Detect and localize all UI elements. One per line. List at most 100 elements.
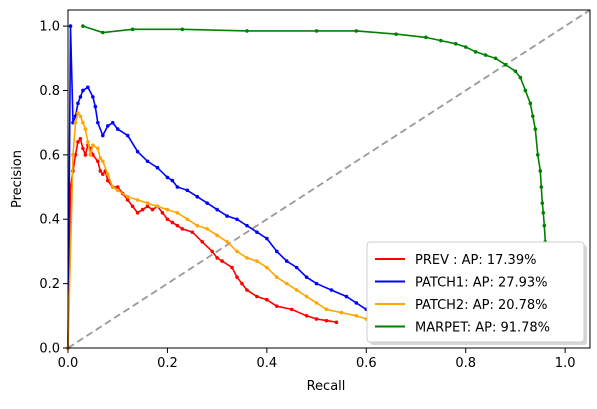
data-point <box>531 114 535 119</box>
data-point <box>115 188 120 193</box>
data-point <box>539 185 544 189</box>
data-point <box>528 101 533 106</box>
data-point <box>324 307 329 312</box>
data-point <box>83 153 88 157</box>
data-point <box>185 217 190 222</box>
data-point <box>101 30 105 35</box>
data-point <box>215 233 219 238</box>
data-point <box>155 165 160 170</box>
data-point <box>304 294 309 299</box>
data-point <box>165 175 170 180</box>
data-point <box>439 38 443 43</box>
data-point <box>354 29 359 33</box>
data-point <box>81 24 85 28</box>
legend-label-3: MARPET: AP: 91.78% <box>415 321 550 336</box>
data-point <box>329 288 334 292</box>
data-point <box>284 281 289 286</box>
data-point <box>424 35 428 40</box>
data-point <box>195 223 200 228</box>
legend-box <box>366 241 585 343</box>
data-point <box>473 50 478 54</box>
data-point <box>294 265 299 270</box>
data-point <box>314 317 319 321</box>
x-tick-label: 0.8 <box>455 356 476 371</box>
data-point <box>93 104 98 109</box>
data-point <box>265 297 269 302</box>
data-point <box>314 281 319 286</box>
data-point <box>294 288 299 292</box>
data-point <box>255 259 259 263</box>
data-point <box>86 140 90 144</box>
data-point <box>175 185 180 189</box>
data-point <box>130 204 135 209</box>
x-tick-label: 0.6 <box>356 356 377 371</box>
data-point <box>275 249 279 254</box>
data-point <box>245 288 249 292</box>
x-axis-label: Recall <box>307 379 346 394</box>
data-point <box>275 304 279 308</box>
data-point <box>180 27 185 32</box>
data-point <box>215 207 219 212</box>
y-tick-label: 0.0 <box>39 342 60 357</box>
data-point <box>195 194 200 199</box>
data-point <box>76 101 80 106</box>
data-point <box>220 259 224 263</box>
data-point <box>314 301 319 305</box>
data-point <box>170 220 175 225</box>
data-point <box>394 32 398 36</box>
data-point <box>304 314 309 318</box>
diagonal-reference-line <box>67 9 591 349</box>
data-point <box>71 120 75 125</box>
data-point <box>503 62 508 67</box>
data-point <box>540 201 545 205</box>
data-point <box>354 301 359 305</box>
data-point <box>110 120 115 125</box>
data-point <box>91 153 95 157</box>
data-point <box>518 75 523 80</box>
data-point <box>140 207 145 212</box>
data-point <box>542 223 547 228</box>
data-point <box>265 265 269 270</box>
data-point <box>135 149 140 154</box>
data-point <box>483 53 488 57</box>
data-point <box>339 310 344 315</box>
series-2 <box>66 111 369 350</box>
data-point <box>76 111 80 115</box>
data-point <box>135 198 140 202</box>
data-point <box>255 230 259 234</box>
data-point <box>135 211 140 215</box>
data-point <box>541 211 546 215</box>
data-point <box>235 217 239 222</box>
data-point <box>255 294 259 299</box>
data-point <box>91 143 95 147</box>
data-point <box>538 169 543 173</box>
data-point <box>101 133 105 138</box>
data-point <box>110 185 115 189</box>
data-point <box>225 214 229 218</box>
data-point <box>150 207 155 212</box>
data-point <box>160 211 165 215</box>
legend-label-2: PATCH2: AP: 20.78% <box>415 298 548 313</box>
data-point <box>240 281 244 286</box>
data-point <box>98 169 103 173</box>
series-line-2 <box>67 111 367 349</box>
x-tick-label: 0.4 <box>257 356 278 371</box>
data-point <box>523 88 528 93</box>
data-point <box>78 95 83 99</box>
plot-frame <box>67 9 591 349</box>
legend-label-1: PATCH1: AP: 27.93% <box>415 276 548 291</box>
data-point <box>130 27 135 32</box>
data-point <box>125 194 130 199</box>
data-point <box>190 230 195 234</box>
data-point <box>125 133 130 138</box>
x-tick-label: 1.0 <box>555 356 576 371</box>
data-point <box>125 198 130 202</box>
y-tick-label: 0.8 <box>39 84 60 99</box>
data-point <box>155 204 160 209</box>
data-point <box>68 24 73 28</box>
data-point <box>96 120 100 125</box>
data-point <box>230 265 234 270</box>
data-point <box>304 275 309 279</box>
data-point <box>115 127 120 131</box>
